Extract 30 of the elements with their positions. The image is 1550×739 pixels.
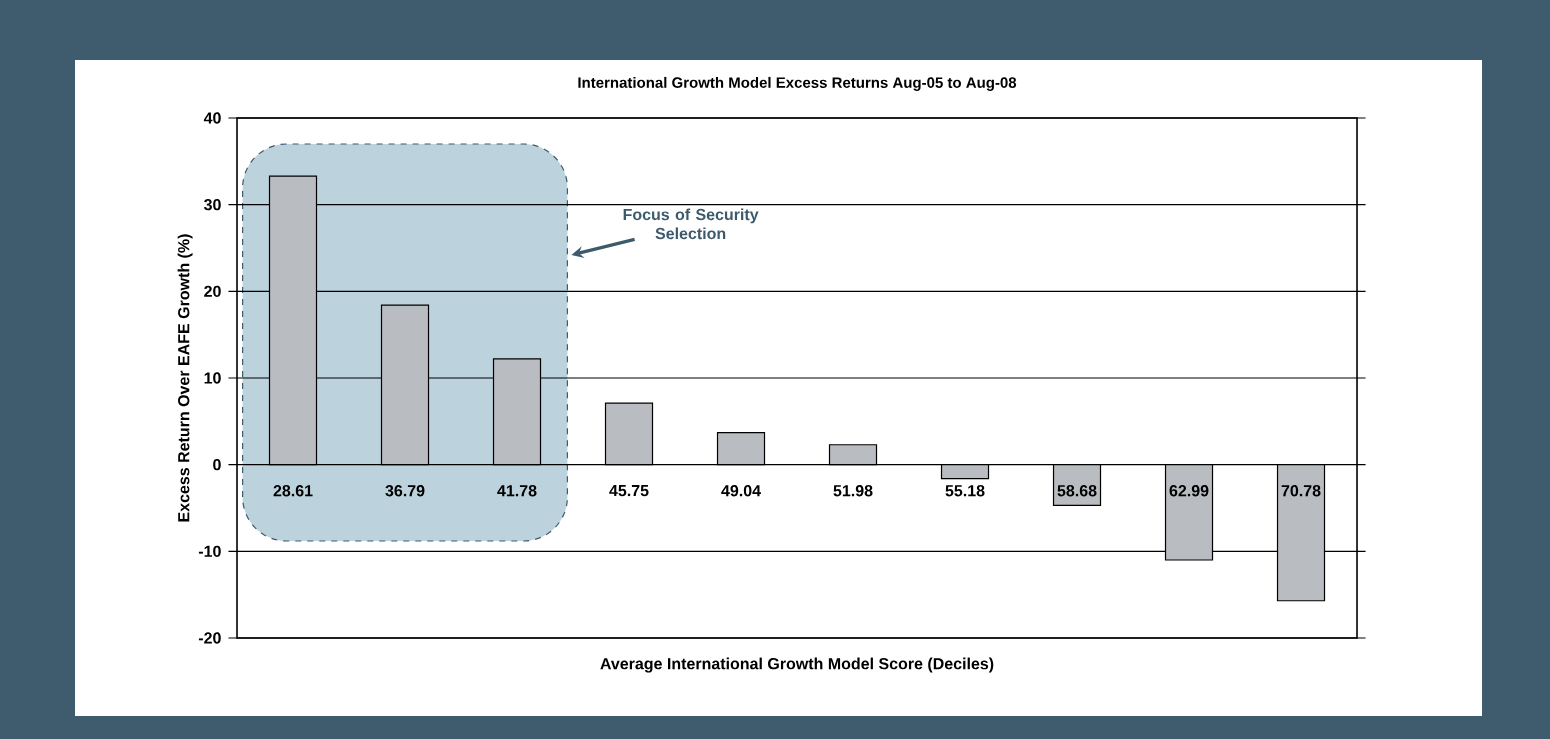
y-tick-label: 0 xyxy=(213,459,221,471)
y-tick-label: 40 xyxy=(203,112,221,124)
x-tick-label: 62.99 xyxy=(1169,485,1209,497)
x-tick-label: 58.68 xyxy=(1057,485,1097,497)
x-tick-label: 45.75 xyxy=(609,485,649,497)
bar xyxy=(1276,464,1326,602)
y-tick-label: -20 xyxy=(198,632,221,644)
bar xyxy=(380,304,430,466)
x-tick-label: 41.78 xyxy=(497,485,537,497)
x-tick-label: 28.61 xyxy=(273,485,313,497)
chart-title: International Growth Model Excess Returns Aug-05 to Aug-08 xyxy=(578,76,1017,91)
bar xyxy=(940,464,990,480)
y-tick-label: 10 xyxy=(204,372,221,384)
y-axis-title: Excess Return Over EAFE Growth (%) xyxy=(177,234,193,522)
y-tick-label: -10 xyxy=(198,545,221,557)
bar xyxy=(828,444,878,466)
x-tick-label: 49.04 xyxy=(721,485,761,497)
y-tick-label: 20 xyxy=(204,285,221,297)
bar xyxy=(268,175,318,466)
x-axis-title: Average International Growth Model Score (Deciles) xyxy=(600,657,994,673)
bar xyxy=(604,402,654,466)
annotation: Focus of Security Selection xyxy=(623,208,759,240)
x-tick-label: 51.98 xyxy=(833,485,873,497)
x-tick-label: 70.78 xyxy=(1281,485,1321,497)
y-tick-label: 30 xyxy=(203,199,221,211)
bar xyxy=(1164,464,1214,561)
x-tick-label: 36.79 xyxy=(385,485,425,497)
x-tick-label: 55.18 xyxy=(945,485,985,497)
bar xyxy=(716,432,766,466)
bar xyxy=(492,358,542,466)
